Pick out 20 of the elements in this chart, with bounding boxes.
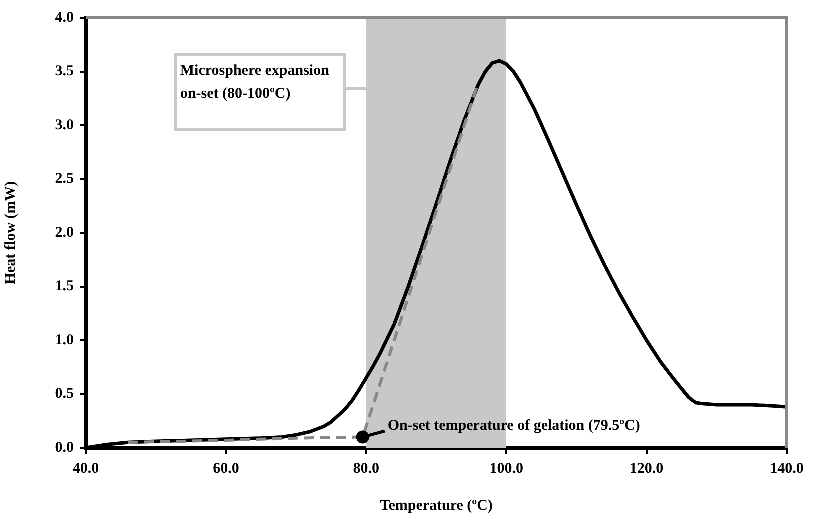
y-tick-label: 0.5 <box>55 386 74 402</box>
x-tick-label: 40.0 <box>72 460 100 477</box>
y-tick-label: 0.0 <box>55 440 74 456</box>
y-tick-label: 4.0 <box>55 10 74 26</box>
callout-box: Microsphere expansion on-set (80-100ºC) <box>174 53 346 131</box>
y-tick-label: 1.0 <box>55 332 74 348</box>
x-tick-label: 60.0 <box>213 460 240 477</box>
x-tick-label: 100.0 <box>490 460 524 477</box>
y-tick-label: 2.0 <box>55 224 74 241</box>
x-tick-label: 120.0 <box>630 460 664 477</box>
x-axis-title: Temperature (ºC) <box>380 498 493 514</box>
y-tick-label: 3.5 <box>55 64 74 80</box>
y-tick-label: 1.5 <box>55 278 74 295</box>
x-tick-label: 80.0 <box>353 460 380 477</box>
x-tick-label: 140.0 <box>770 460 804 477</box>
band-label: Microsphere expansion on-set (80-100ºC) <box>180 62 330 104</box>
annotation: On-set temperature of gelation (79.5ºC) <box>388 418 640 434</box>
y-tick-label: 3.0 <box>55 117 74 134</box>
y-axis-title: Heat flow (mW) <box>2 181 19 285</box>
y-tick-label: 2.5 <box>55 171 74 188</box>
